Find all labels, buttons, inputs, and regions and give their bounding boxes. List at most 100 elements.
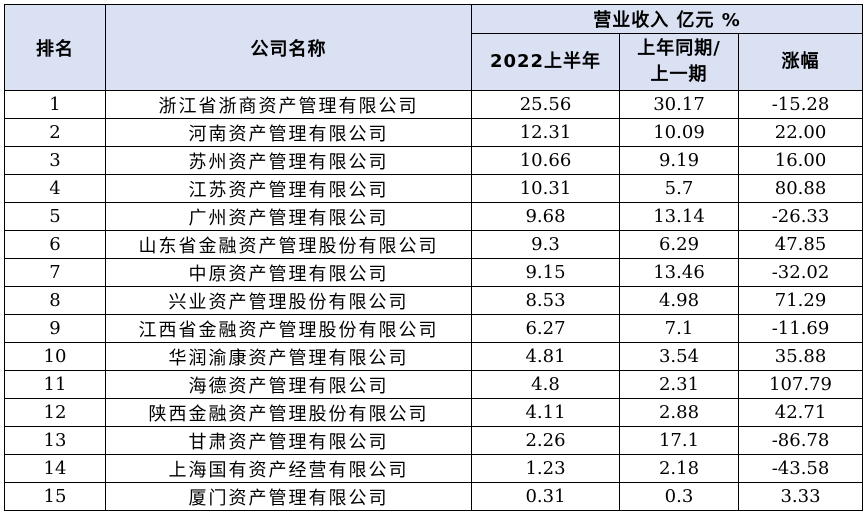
- table-header: 排名 公司名称 营业收入 亿元 % 2022上半年 上年同期/ 上一期 涨幅: [4, 4, 864, 91]
- rank-cell: 6: [4, 230, 106, 259]
- table-row: 9 江西省金融资产管理股份有限公司 6.27 7.1 -11.69: [4, 314, 864, 343]
- company-cell: 上海国有资产经营有限公司: [105, 454, 472, 483]
- rank-cell: 12: [4, 398, 106, 427]
- prev-period-cell: 13.14: [619, 202, 739, 231]
- h1-2022-cell: 4.81: [471, 342, 620, 371]
- rank-cell: 9: [4, 314, 106, 343]
- h1-2022-cell: 8.53: [471, 286, 620, 315]
- company-cell: 中原资产管理有限公司: [105, 258, 472, 287]
- company-cell: 陕西金融资产管理股份有限公司: [105, 398, 472, 427]
- table-row: 8 兴业资产管理股份有限公司 8.53 4.98 71.29: [4, 286, 864, 315]
- prev-period-header-line1: 上年同期/: [637, 38, 721, 59]
- change-cell: 16.00: [737, 146, 864, 175]
- prev-period-cell: 6.29: [619, 230, 739, 259]
- h1-2022-cell: 4.11: [471, 398, 620, 427]
- rank-cell: 15: [4, 482, 106, 511]
- prev-period-cell: 13.46: [619, 258, 739, 287]
- change-cell: 80.88: [737, 174, 864, 203]
- h1-2022-cell: 10.66: [471, 146, 620, 175]
- rank-cell: 4: [4, 174, 106, 203]
- company-cell: 甘肃资产管理有限公司: [105, 426, 472, 455]
- change-cell: 107.79: [737, 370, 864, 399]
- rank-cell: 14: [4, 454, 106, 483]
- table-row: 14 上海国有资产经营有限公司 1.23 2.18 -43.58: [4, 454, 864, 483]
- rank-cell: 3: [4, 146, 106, 175]
- change-cell: -15.28: [737, 90, 864, 119]
- change-cell: 3.33: [737, 482, 864, 511]
- table-row: 4 江苏资产管理有限公司 10.31 5.7 80.88: [4, 174, 864, 203]
- change-cell: 47.85: [737, 230, 864, 259]
- prev-period-cell: 7.1: [619, 314, 739, 343]
- table-row: 10 华润渝康资产管理有限公司 4.81 3.54 35.88: [4, 342, 864, 371]
- rank-cell: 7: [4, 258, 106, 287]
- table-row: 6 山东省金融资产管理股份有限公司 9.3 6.29 47.85: [4, 230, 864, 259]
- prev-period-cell: 4.98: [619, 286, 739, 315]
- company-header: 公司名称: [105, 4, 472, 91]
- prev-period-cell: 3.54: [619, 342, 739, 371]
- rank-header: 排名: [4, 4, 106, 91]
- prev-period-cell: 0.3: [619, 482, 739, 511]
- h1-2022-cell: 9.15: [471, 258, 620, 287]
- company-cell: 厦门资产管理有限公司: [105, 482, 472, 511]
- h1-2022-header: 2022上半年: [471, 33, 620, 91]
- table-body: 1 浙江省浙商资产管理有限公司 25.56 30.17 -15.28 2 河南资产管理有限公…: [4, 90, 864, 511]
- change-cell: -43.58: [737, 454, 864, 483]
- table-row: 13 甘肃资产管理有限公司 2.26 17.1 -86.78: [4, 426, 864, 455]
- change-cell: -86.78: [737, 426, 864, 455]
- h1-2022-cell: 2.26: [471, 426, 620, 455]
- company-cell: 浙江省浙商资产管理有限公司: [105, 90, 472, 119]
- table-row: 5 广州资产管理有限公司 9.68 13.14 -26.33: [4, 202, 864, 231]
- table-row: 7 中原资产管理有限公司 9.15 13.46 -32.02: [4, 258, 864, 287]
- company-cell: 河南资产管理有限公司: [105, 118, 472, 147]
- h1-2022-cell: 0.31: [471, 482, 620, 511]
- prev-period-cell: 2.18: [619, 454, 739, 483]
- table-row: 12 陕西金融资产管理股份有限公司 4.11 2.88 42.71: [4, 398, 864, 427]
- prev-period-cell: 30.17: [619, 90, 739, 119]
- h1-2022-cell: 12.31: [471, 118, 620, 147]
- table-row: 15 厦门资产管理有限公司 0.31 0.3 3.33: [4, 482, 864, 511]
- h1-2022-cell: 9.68: [471, 202, 620, 231]
- prev-period-cell: 2.31: [619, 370, 739, 399]
- company-cell: 苏州资产管理有限公司: [105, 146, 472, 175]
- company-cell: 华润渝康资产管理有限公司: [105, 342, 472, 371]
- change-cell: -26.33: [737, 202, 864, 231]
- change-cell: 71.29: [737, 286, 864, 315]
- h1-2022-cell: 4.8: [471, 370, 620, 399]
- table-row: 1 浙江省浙商资产管理有限公司 25.56 30.17 -15.28: [4, 90, 864, 119]
- prev-period-cell: 10.09: [619, 118, 739, 147]
- company-cell: 江苏资产管理有限公司: [105, 174, 472, 203]
- rank-cell: 10: [4, 342, 106, 371]
- rank-cell: 2: [4, 118, 106, 147]
- rank-cell: 1: [4, 90, 106, 119]
- h1-2022-cell: 10.31: [471, 174, 620, 203]
- h1-2022-cell: 6.27: [471, 314, 620, 343]
- h1-2022-cell: 9.3: [471, 230, 620, 259]
- table-row: 11 海德资产管理有限公司 4.8 2.31 107.79: [4, 370, 864, 399]
- rank-cell: 13: [4, 426, 106, 455]
- revenue-group-header: 营业收入 亿元 %: [470, 4, 864, 34]
- company-cell: 广州资产管理有限公司: [105, 202, 472, 231]
- prev-period-cell: 5.7: [619, 174, 739, 203]
- company-cell: 海德资产管理有限公司: [105, 370, 472, 399]
- change-cell: 35.88: [737, 342, 864, 371]
- change-cell: 22.00: [737, 118, 864, 147]
- h1-2022-cell: 1.23: [471, 454, 620, 483]
- prev-period-header-line2: 上一期: [650, 64, 708, 85]
- table-row: 2 河南资产管理有限公司 12.31 10.09 22.00: [4, 118, 864, 147]
- company-cell: 山东省金融资产管理股份有限公司: [105, 230, 472, 259]
- rank-cell: 11: [4, 370, 106, 399]
- company-cell: 江西省金融资产管理股份有限公司: [105, 314, 472, 343]
- change-header: 涨幅: [737, 33, 864, 91]
- rank-cell: 5: [4, 202, 106, 231]
- prev-period-cell: 2.88: [619, 398, 739, 427]
- table-row: 3 苏州资产管理有限公司 10.66 9.19 16.00: [4, 146, 864, 175]
- prev-period-cell: 17.1: [619, 426, 739, 455]
- company-cell: 兴业资产管理股份有限公司: [105, 286, 472, 315]
- prev-period-cell: 9.19: [619, 146, 739, 175]
- h1-2022-cell: 25.56: [471, 90, 620, 119]
- rank-cell: 8: [4, 286, 106, 315]
- change-cell: -11.69: [737, 314, 864, 343]
- change-cell: -32.02: [737, 258, 864, 287]
- change-cell: 42.71: [737, 398, 864, 427]
- prev-period-header: 上年同期/ 上一期: [619, 33, 739, 91]
